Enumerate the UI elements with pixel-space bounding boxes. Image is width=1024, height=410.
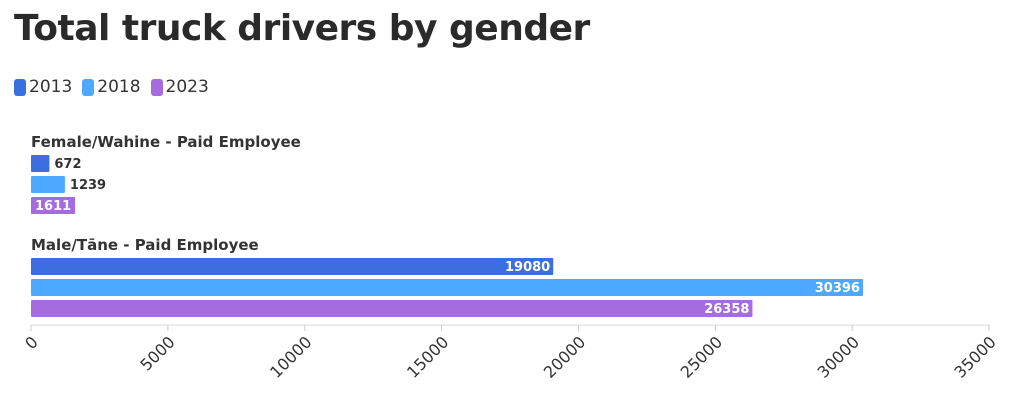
data-label-2023-female: 1611 <box>35 199 71 214</box>
x-tick-label-10000: 10000 <box>266 332 315 381</box>
legend-swatch-2023 <box>150 78 163 96</box>
x-tick-label-15000: 15000 <box>403 332 452 381</box>
data-label-2018-female: 1239 <box>70 178 106 193</box>
x-tick-label-30000: 30000 <box>814 332 863 381</box>
legend-item-2018[interactable]: 2018 <box>82 77 141 97</box>
legend-label-2013: 2013 <box>29 77 73 97</box>
bar-2013-male <box>31 258 554 275</box>
category-label-male: Male/Tāne - Paid Employee <box>31 236 259 254</box>
bar-2013-female <box>31 155 50 172</box>
legend-swatch-2018 <box>82 78 95 96</box>
data-label-2013-female: 672 <box>54 157 81 172</box>
data-label-2023-male: 26358 <box>704 302 749 317</box>
bar-2018-female <box>31 176 65 193</box>
data-label-2013-male: 19080 <box>505 260 550 275</box>
legend-item-2013[interactable]: 2013 <box>14 77 72 97</box>
legend-label-2018: 2018 <box>97 77 141 97</box>
x-tick-label-0: 0 <box>21 332 42 353</box>
chart-title: Total truck drivers by gender <box>14 8 590 49</box>
data-label-2018-male: 30396 <box>815 281 860 296</box>
legend-swatch-2013 <box>14 78 26 96</box>
x-tick-label-25000: 25000 <box>677 332 726 381</box>
legend-label-2023: 2023 <box>165 77 209 97</box>
bar-2023-male <box>31 300 753 317</box>
bar-2018-male <box>31 279 863 296</box>
x-tick-label-20000: 20000 <box>540 332 589 381</box>
category-label-female: Female/Wahine - Paid Employee <box>31 133 301 151</box>
x-tick-label-5000: 5000 <box>136 332 178 374</box>
legend-item-2023[interactable]: 2023 <box>150 77 209 97</box>
x-tick-label-35000: 35000 <box>950 332 999 381</box>
bar-2023-female <box>31 197 76 214</box>
legend: 2013 2018 2023 <box>14 77 209 97</box>
